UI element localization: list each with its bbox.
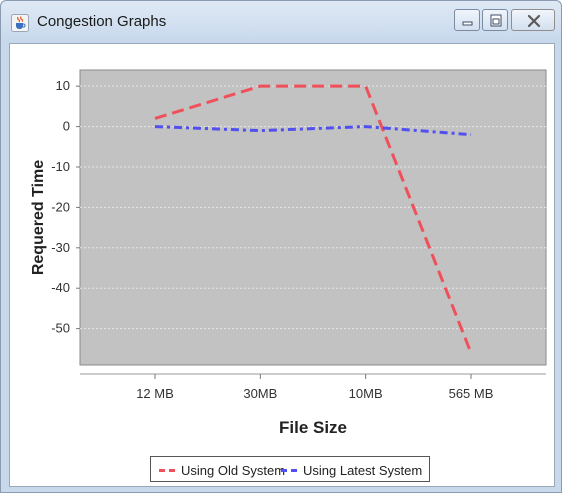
close-button[interactable]	[511, 9, 555, 31]
x-axis-label: File Size	[279, 418, 347, 437]
legend-label-latest-system: Using Latest System	[303, 462, 423, 478]
y-tick-label: -30	[51, 240, 70, 255]
x-tick-label: 565 MB	[449, 386, 494, 401]
series-line-latest-system	[154, 125, 472, 137]
minimize-button[interactable]	[454, 9, 480, 31]
maximize-button[interactable]	[482, 9, 508, 31]
y-axis-label: Requered Time	[30, 160, 47, 275]
minimize-icon	[462, 21, 473, 26]
legend-item-latest-system: Using Latest System	[281, 461, 422, 479]
y-tick-label: -20	[51, 199, 70, 214]
java-cup-icon	[11, 14, 29, 32]
x-tick-label: 12 MB	[136, 386, 174, 401]
legend-swatch-latest-system	[281, 468, 297, 472]
chart-panel: 10 0 -10 -20 -30 -40 -50 12 MB 30MB 10MB 565 MB Fil…	[9, 43, 555, 487]
y-tick-label: -10	[51, 159, 70, 174]
legend-item-old-system: Using Old System	[159, 461, 285, 479]
close-icon	[527, 14, 541, 28]
y-tick-label: -50	[51, 321, 70, 336]
title-bar[interactable]: Congestion Graphs	[1, 1, 561, 43]
x-tick-label: 10MB	[349, 386, 383, 401]
legend-label-old-system: Using Old System	[181, 462, 286, 478]
line-chart: 10 0 -10 -20 -30 -40 -50 12 MB 30MB 10MB 565 MB Fil…	[30, 69, 547, 437]
maximize-icon	[490, 14, 502, 27]
legend-swatch-old-system	[159, 468, 175, 472]
window-title: Congestion Graphs	[37, 13, 167, 30]
y-tick-label: -40	[51, 280, 70, 295]
y-tick-label: 0	[63, 119, 70, 134]
legend: Using Old System Using Latest System	[150, 456, 430, 482]
plot-area	[79, 69, 547, 366]
y-tick-label: 10	[56, 78, 70, 93]
x-tick-label: 30MB	[243, 386, 277, 401]
series-line-old-system	[154, 84, 473, 354]
